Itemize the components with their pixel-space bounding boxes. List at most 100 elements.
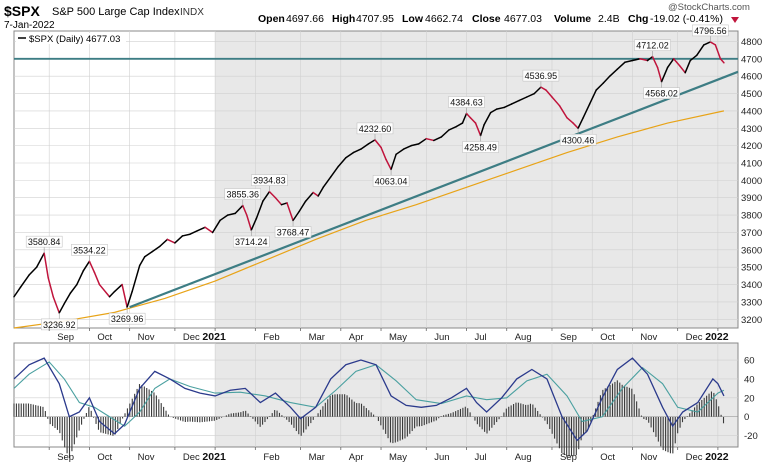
chart-exchange: INDX <box>180 7 204 18</box>
indicator-y-tick-label: -20 <box>744 431 758 442</box>
annotation-box <box>522 69 560 82</box>
price-segment <box>551 96 561 107</box>
price-segment <box>274 196 283 206</box>
indicator-month-label: May <box>389 452 407 463</box>
price-segment <box>469 117 477 124</box>
support-trendline <box>129 70 739 309</box>
price-segment <box>159 238 169 248</box>
annotation-label: 3714.24 <box>235 237 268 247</box>
indicator-month-label: Nov <box>138 452 155 463</box>
watermark: @StockCharts.com <box>668 2 750 13</box>
annotation-label: 3855.36 <box>226 190 259 200</box>
price-y-tick-label: 3300 <box>741 297 762 308</box>
annotation-label: 4796.56 <box>694 26 727 36</box>
price-month-label: Mar <box>309 332 325 343</box>
annotation-box <box>559 134 597 146</box>
price-segment <box>666 58 675 69</box>
price-segment <box>425 137 435 142</box>
annotation-label: 4712.02 <box>636 41 669 51</box>
price-y-tick-label: 3800 <box>741 211 762 222</box>
price-segment <box>360 143 370 150</box>
moving-average-line <box>13 110 725 329</box>
price-segment <box>624 59 634 64</box>
indicator-month-label: Sep <box>560 452 577 463</box>
price-month-label: Jun <box>434 332 449 343</box>
price-segment <box>345 151 355 159</box>
price-segment <box>646 55 654 62</box>
price-y-tick-label: 4300 <box>741 124 762 135</box>
price-month-label: Sep <box>57 332 74 343</box>
indicator-month-label: Feb <box>263 452 279 463</box>
annotation-box <box>634 39 671 51</box>
price-y-tick-label: 4500 <box>741 89 762 100</box>
annotation-label: 3934.83 <box>253 176 286 186</box>
indicator-month-label: Oct <box>97 452 112 463</box>
price-segment <box>684 59 691 74</box>
price-segment <box>234 204 244 215</box>
indicator-month-label: Apr <box>349 452 364 463</box>
indicator-month-label: Jun <box>434 452 449 463</box>
price-segment <box>196 226 206 232</box>
price-segment <box>35 252 45 268</box>
annotation-box <box>448 96 485 108</box>
price-segment <box>121 283 128 308</box>
price-segment <box>526 92 536 98</box>
macd-line <box>13 357 725 442</box>
price-segment <box>226 212 236 216</box>
price-segment <box>211 219 221 234</box>
indicator-y-tick-label: 0 <box>744 412 749 423</box>
price-month-label: 2021 <box>202 331 226 343</box>
price-month-label: Jul <box>475 332 487 343</box>
price-y-tick-label: 4800 <box>741 37 762 48</box>
price-month-label: Dec <box>686 332 703 343</box>
price-segment <box>98 283 111 298</box>
price-segment <box>262 190 271 202</box>
high-value: 4707.95 <box>356 13 394 25</box>
chart-index-name: S&P 500 Large Cap Index <box>52 6 180 18</box>
price-segment <box>19 274 30 288</box>
price-segment <box>108 290 116 298</box>
open-label: Open <box>258 13 285 25</box>
price-y-tick-label: 3700 <box>741 228 762 239</box>
price-y-tick-label: 3400 <box>741 280 762 291</box>
price-segment <box>577 117 584 130</box>
chg-label: Chg <box>628 13 648 25</box>
price-segment <box>533 86 542 95</box>
annotation-box <box>71 244 108 256</box>
price-month-label: Oct <box>97 332 112 343</box>
price-segment <box>330 165 340 178</box>
price-segment <box>461 112 468 124</box>
price-segment <box>696 44 705 57</box>
price-segment <box>52 295 60 314</box>
price-segment <box>651 55 659 69</box>
annotation-box <box>224 188 262 200</box>
indicator-month-label: Oct <box>600 452 615 463</box>
price-segment <box>367 139 376 145</box>
annotation-label: 4063.04 <box>375 176 408 186</box>
chart-symbol: $SPX <box>4 3 40 19</box>
annotation-label: 3236.92 <box>43 320 76 330</box>
price-segment <box>616 61 626 70</box>
price-y-tick-label: 4700 <box>741 54 762 65</box>
price-segment <box>656 66 663 83</box>
annotation-label: 3580.84 <box>28 237 61 247</box>
annotation-box <box>462 141 499 153</box>
annotation-label: 4232.60 <box>359 124 392 134</box>
price-segment <box>483 111 492 126</box>
annotation-label: 3269.96 <box>111 314 144 324</box>
price-segment <box>595 82 605 91</box>
price-segment <box>88 260 96 274</box>
price-segment <box>489 108 498 114</box>
price-segment <box>93 271 101 286</box>
price-segment <box>689 54 698 62</box>
annotation-box <box>356 122 394 135</box>
legend-text: $SPX (Daily) 4677.03 <box>29 34 120 45</box>
price-panel-shade <box>215 31 738 328</box>
price-segment <box>131 264 141 293</box>
price-y-tick-label: 3500 <box>741 263 762 274</box>
price-segment <box>440 129 450 138</box>
price-segment <box>558 104 568 119</box>
price-month-label: 2022 <box>705 331 729 343</box>
price-month-label: Nov <box>640 332 657 343</box>
